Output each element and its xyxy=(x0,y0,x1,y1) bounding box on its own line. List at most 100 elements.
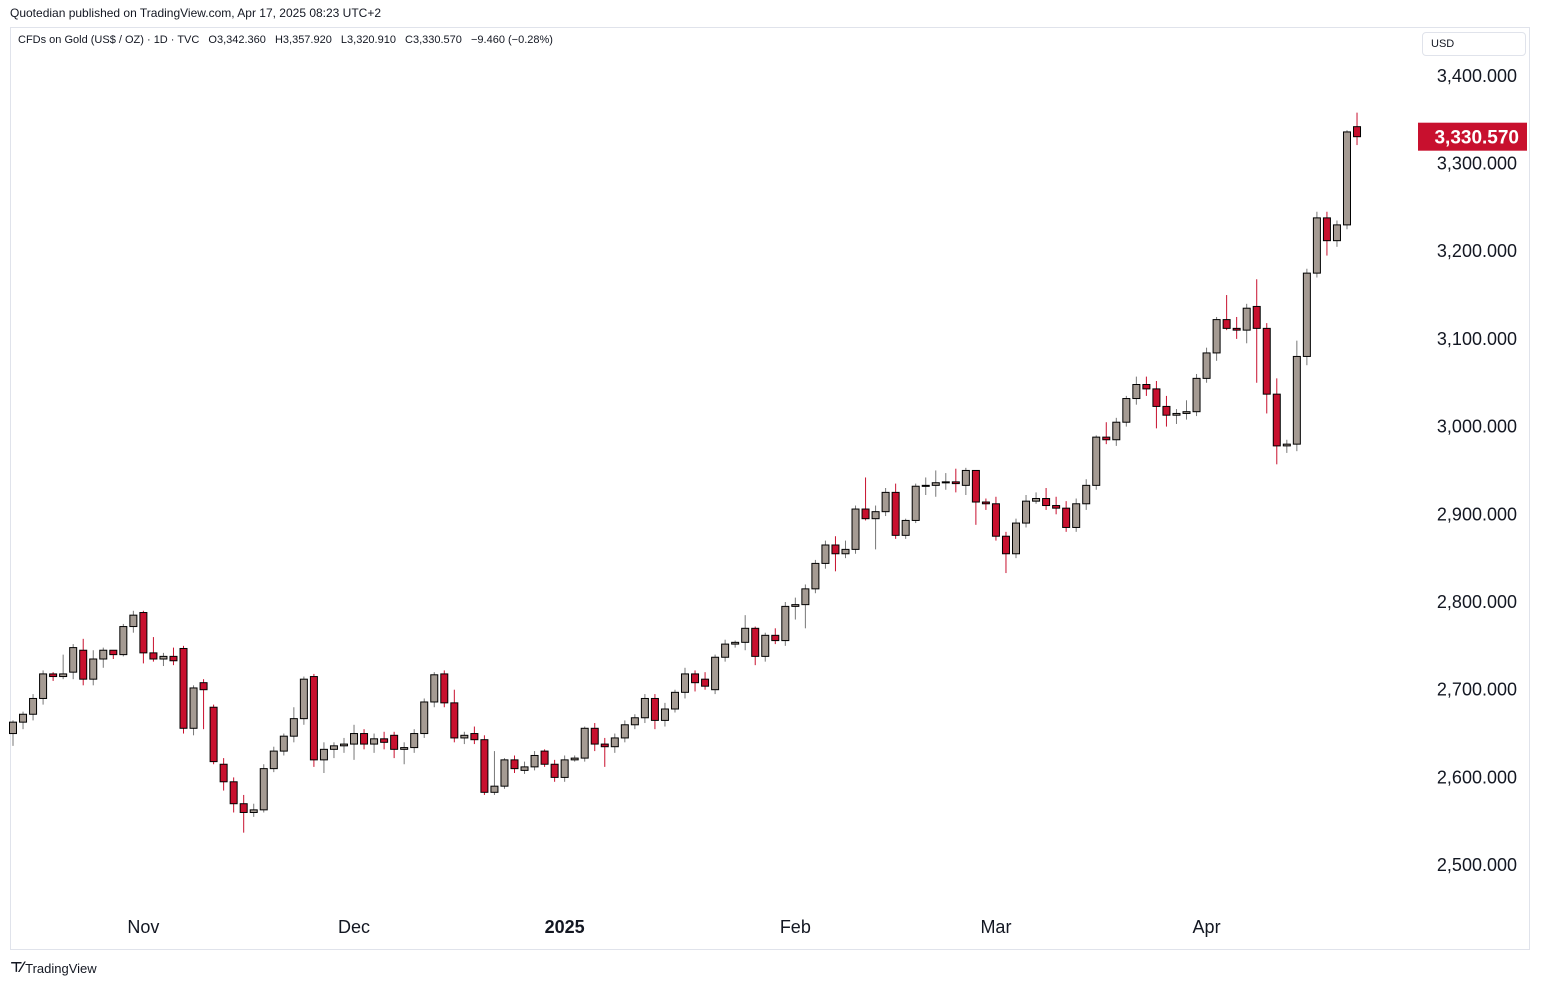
candle-down[interactable] xyxy=(1262,323,1271,414)
candle-up[interactable] xyxy=(159,652,168,667)
candle-up[interactable] xyxy=(129,610,138,633)
candle-up[interactable] xyxy=(69,644,78,680)
candle-up[interactable] xyxy=(570,755,579,762)
candle-down[interactable] xyxy=(239,794,248,833)
candle-up[interactable] xyxy=(761,632,770,662)
candle-up[interactable] xyxy=(791,597,800,620)
candle-up[interactable] xyxy=(1342,130,1351,230)
currency-selector[interactable]: USD xyxy=(1422,32,1526,56)
candle-down[interactable] xyxy=(1052,496,1061,515)
candle-down[interactable] xyxy=(981,498,990,510)
candle-down[interactable] xyxy=(971,469,980,525)
candle-up[interactable] xyxy=(681,667,690,699)
candle-down[interactable] xyxy=(650,694,659,730)
candle-up[interactable] xyxy=(279,733,288,756)
candle-up[interactable] xyxy=(89,650,98,686)
candle-down[interactable] xyxy=(1062,501,1071,532)
candle-up[interactable] xyxy=(721,639,730,662)
candle-up[interactable] xyxy=(1032,492,1041,504)
candle-up[interactable] xyxy=(119,623,128,657)
candle-up[interactable] xyxy=(520,761,529,774)
candle-down[interactable] xyxy=(169,647,178,666)
candle-up[interactable] xyxy=(1082,479,1091,510)
candle-down[interactable] xyxy=(1142,376,1151,396)
candle-down[interactable] xyxy=(550,759,559,782)
candle-up[interactable] xyxy=(329,742,338,759)
candle-down[interactable] xyxy=(1162,395,1171,427)
candle-up[interactable] xyxy=(1312,211,1321,278)
candle-down[interactable] xyxy=(891,483,900,539)
candle-up[interactable] xyxy=(1242,303,1251,344)
candle-down[interactable] xyxy=(691,670,700,692)
candle-up[interactable] xyxy=(660,702,669,727)
candle-up[interactable] xyxy=(1132,376,1141,405)
candle-up[interactable] xyxy=(921,477,930,496)
candle-up[interactable] xyxy=(711,654,720,695)
candle-down[interactable] xyxy=(510,755,519,774)
candle-up[interactable] xyxy=(630,714,639,730)
candle-up[interactable] xyxy=(400,742,409,765)
candle-up[interactable] xyxy=(931,470,940,497)
candle-up[interactable] xyxy=(610,733,619,753)
candle-up[interactable] xyxy=(871,505,880,550)
candle-down[interactable] xyxy=(831,536,840,572)
candle-down[interactable] xyxy=(991,496,1000,541)
candle-up[interactable] xyxy=(249,803,258,817)
candle-up[interactable] xyxy=(370,733,379,753)
candle-up[interactable] xyxy=(911,483,920,524)
candle-up[interactable] xyxy=(781,602,790,646)
candle-down[interactable] xyxy=(360,729,369,750)
candle-up[interactable] xyxy=(1332,220,1341,247)
candle-down[interactable] xyxy=(1042,487,1051,510)
candle-up[interactable] xyxy=(1212,316,1221,361)
candle-down[interactable] xyxy=(590,723,599,752)
candle-down[interactable] xyxy=(1001,531,1010,574)
candle-up[interactable] xyxy=(319,742,328,774)
candle-down[interactable] xyxy=(380,731,389,750)
candle-down[interactable] xyxy=(1222,295,1231,331)
candle-up[interactable] xyxy=(1202,347,1211,383)
candle-up[interactable] xyxy=(289,707,298,743)
time-axis[interactable]: Nov Dec 2025 Feb Mar Apr xyxy=(127,917,1220,937)
candle-up[interactable] xyxy=(901,518,910,539)
candle-down[interactable] xyxy=(109,649,118,660)
candle-up[interactable] xyxy=(420,698,429,738)
candle-down[interactable] xyxy=(701,672,710,690)
symbol-title[interactable]: CFDs on Gold (US$ / OZ) · 1D · TVC xyxy=(18,34,200,46)
candle-down[interactable] xyxy=(1252,279,1261,383)
candle-up[interactable] xyxy=(299,676,308,725)
candle-up[interactable] xyxy=(1292,340,1301,452)
tradingview-brand[interactable]: ⊤⁄ TradingView xyxy=(10,960,97,976)
candle-up[interactable] xyxy=(741,615,750,651)
candle-up[interactable] xyxy=(961,467,970,496)
candle-up[interactable] xyxy=(259,764,268,813)
candle-up[interactable] xyxy=(1022,495,1031,528)
candle-up[interactable] xyxy=(530,751,539,771)
candle-down[interactable] xyxy=(199,679,208,730)
candle-up[interactable] xyxy=(500,758,509,789)
candle-down[interactable] xyxy=(751,626,760,666)
candle-up[interactable] xyxy=(39,670,48,705)
candle-up[interactable] xyxy=(640,694,649,724)
candle-up[interactable] xyxy=(29,694,38,721)
candle-up[interactable] xyxy=(670,689,679,713)
candle-down[interactable] xyxy=(1152,380,1161,429)
candle-down[interactable] xyxy=(1322,211,1331,256)
candle-down[interactable] xyxy=(470,726,479,745)
candle-down[interactable] xyxy=(540,749,549,767)
price-axis[interactable]: 3,400.000 3,300.000 3,200.000 3,100.000 3,00… xyxy=(1437,66,1517,875)
candle-up[interactable] xyxy=(1072,498,1081,532)
candle-up[interactable] xyxy=(620,720,629,743)
candle-up[interactable] xyxy=(1182,400,1191,420)
candle-down[interactable] xyxy=(771,628,780,645)
candle-down[interactable] xyxy=(600,737,609,767)
chart-pane[interactable] xyxy=(10,27,1530,950)
candle-down[interactable] xyxy=(1102,422,1111,445)
candle-down[interactable] xyxy=(79,638,88,686)
candle-down[interactable] xyxy=(309,673,318,767)
candle-down[interactable] xyxy=(1272,378,1281,465)
candle-down[interactable] xyxy=(390,731,399,759)
candle-up[interactable] xyxy=(1112,417,1121,446)
candle-down[interactable] xyxy=(480,735,489,795)
candle-up[interactable] xyxy=(941,473,950,490)
